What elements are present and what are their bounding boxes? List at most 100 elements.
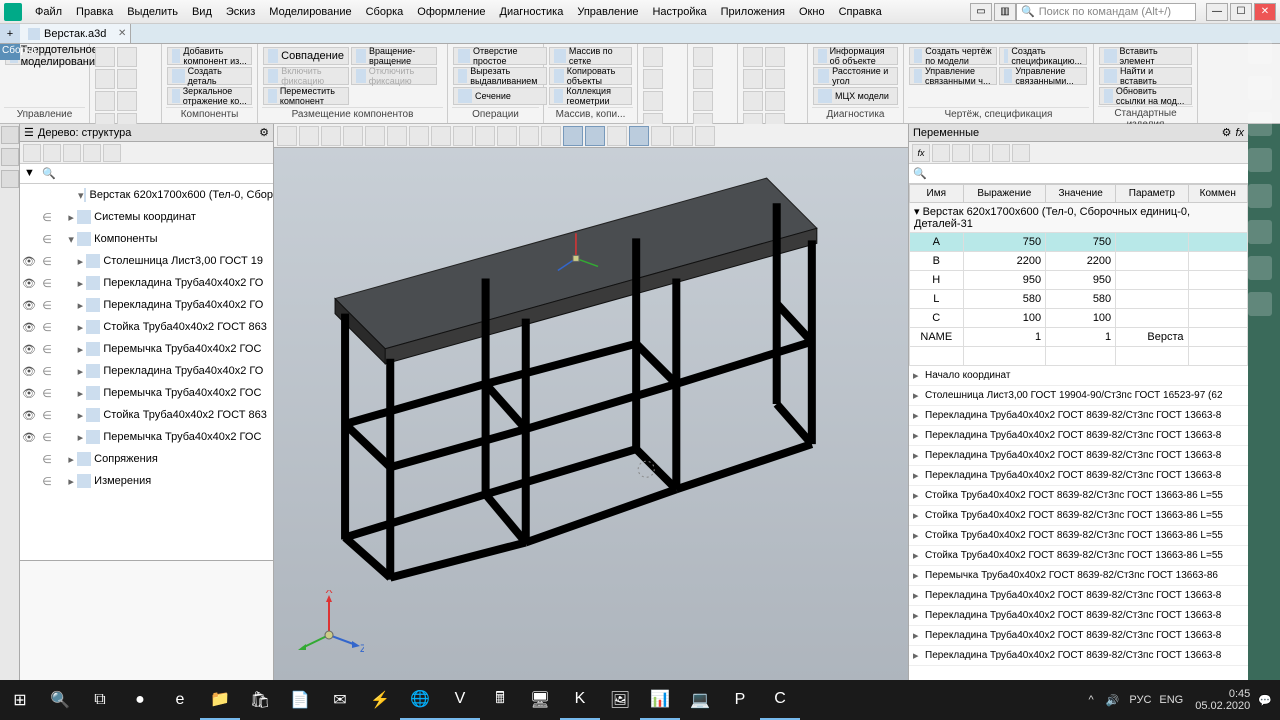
annot-btn[interactable] [765,69,785,89]
redo-btn[interactable] [117,91,137,111]
var-tool[interactable] [972,144,990,162]
layout-btn-2[interactable]: ▥ [994,3,1016,21]
vp-tool[interactable] [497,126,517,146]
menu-Управление[interactable]: Управление [570,3,645,21]
vp-tool[interactable] [409,126,429,146]
vp-tool[interactable] [277,126,297,146]
create-spec-btn[interactable]: Создать спецификацию... [999,47,1087,65]
part-section[interactable]: ▸ Перекладина Труба40х40х2 ГОСТ 8639-82/… [909,626,1248,646]
annot-btn[interactable] [765,91,785,111]
dim-btn[interactable] [693,47,713,67]
part-section[interactable]: ▸ Стойка Труба40х40х2 ГОСТ 8639-82/Ст3пс… [909,486,1248,506]
menu-Диагностика[interactable]: Диагностика [493,3,571,21]
lang-indicator[interactable]: РУС [1129,694,1151,706]
desktop-icon[interactable] [1248,256,1272,280]
variable-row[interactable]: NAME11Верста [910,328,1248,347]
taskbar-app[interactable]: e [160,680,200,720]
menu-Вид[interactable]: Вид [185,3,219,21]
tree-tool[interactable] [83,144,101,162]
find-insert-btn[interactable]: Найти и вставить [1099,67,1192,85]
tree-item[interactable]: 👁∈ ▸Стойка Труба40х40х2 ГОСТ 863 [20,316,273,338]
fx-icon[interactable]: fx [1235,127,1244,139]
tree-item[interactable]: ∈ ▸Сопряжения [20,448,273,470]
new-file-btn[interactable] [95,47,115,67]
refresh-links-btn[interactable]: Обновить ссылки на мод... [1099,87,1192,105]
tree-item[interactable]: 👁∈ ▸Перемычка Труба40х40х2 ГОС [20,338,273,360]
open-file-btn[interactable] [117,47,137,67]
tree-item[interactable]: ∈ ▸Системы координат [20,206,273,228]
part-section[interactable]: ▸ Начало координат [909,366,1248,386]
vp-tool[interactable] [365,126,385,146]
part-section[interactable]: ▸ Перекладина Труба40х40х2 ГОСТ 8639-82/… [909,646,1248,666]
vp-tool[interactable] [431,126,451,146]
tree-tool[interactable] [23,144,41,162]
taskbar-app[interactable]: 📄 [280,680,320,720]
annot-btn[interactable] [743,47,763,67]
menu-Справка[interactable]: Справка [832,3,889,21]
hole-btn[interactable]: Отверстие простое [453,47,547,65]
variable-row[interactable]: H950950 [910,271,1248,290]
variable-row[interactable]: B22002200 [910,252,1248,271]
lang-indicator[interactable]: ENG [1159,694,1183,706]
vp-tool[interactable] [519,126,539,146]
maximize-button[interactable]: ☐ [1230,3,1252,21]
tree-item[interactable]: 👁∈ ▸Перемычка Труба40х40х2 ГОС [20,426,273,448]
tree-item[interactable]: 👁∈ ▸Перекладина Труба40х40х2 ГО [20,360,273,382]
var-tool[interactable] [1012,144,1030,162]
info-btn[interactable]: Информация об объекте [813,47,898,65]
desktop-icon[interactable] [1248,76,1272,100]
taskbar-app[interactable]: 💻 [680,680,720,720]
create-part-btn[interactable]: Создать деталь [167,67,252,85]
tree-item[interactable]: 👁∈ ▸Перекладина Труба40х40х2 ГО [20,294,273,316]
notifications-icon[interactable]: 💬 [1258,694,1272,707]
close-button[interactable]: ✕ [1254,3,1276,21]
system-tray[interactable]: ^ 🔊 РУС ENG 0:45 05.02.2020 💬 [1074,688,1280,712]
part-section[interactable]: ▸ Стойка Труба40х40х2 ГОСТ 8639-82/Ст3пс… [909,546,1248,566]
taskbar-app[interactable]: ✉ [320,680,360,720]
part-section[interactable]: ▸ Перекладина Труба40х40х2 ГОСТ 8639-82/… [909,586,1248,606]
var-tool[interactable] [952,144,970,162]
tree-item[interactable]: 👁∈ ▸Перекладина Труба40х40х2 ГО [20,272,273,294]
model-area[interactable]: X Z [274,148,908,680]
part-section[interactable]: ▸ Стойка Труба40х40х2 ГОСТ 8639-82/Ст3пс… [909,526,1248,546]
menu-Моделирование[interactable]: Моделирование [262,3,358,21]
menu-Окно[interactable]: Окно [792,3,832,21]
add-component-btn[interactable]: Добавить компонент из... [167,47,252,65]
pattern-btn[interactable]: Массив по сетке [549,47,632,65]
aux-btn[interactable] [643,69,663,89]
vp-tool[interactable] [387,126,407,146]
taskbar-app[interactable]: ⚡ [360,680,400,720]
annot-btn[interactable] [743,91,763,111]
vp-tool[interactable] [475,126,495,146]
vp-tool[interactable] [585,126,605,146]
vp-tool[interactable] [541,126,561,146]
start-button[interactable]: ⊞ [0,680,40,720]
taskbar-app[interactable]: 🖼 [600,680,640,720]
taskbar-app[interactable]: ● [120,680,160,720]
var-tool[interactable] [932,144,950,162]
desktop-icon[interactable] [1248,220,1272,244]
menu-Правка[interactable]: Правка [69,3,120,21]
mirror-btn[interactable]: Зеркальное отражение ко... [167,87,252,105]
cut-extrude-btn[interactable]: Вырезать выдавливанием [453,67,547,85]
tree-item[interactable]: 👁∈ ▸Перемычка Труба40х40х2 ГОС [20,382,273,404]
vp-tool[interactable] [299,126,319,146]
tray-icon[interactable]: 🔊 [1106,694,1120,707]
mcx-btn[interactable]: MЦХ модели [813,87,898,105]
minimize-button[interactable]: — [1206,3,1228,21]
tree-item[interactable]: ∈ ▸Измерения [20,470,273,492]
tree-item[interactable]: ∈ ▾Компоненты [20,228,273,250]
menu-Приложения[interactable]: Приложения [714,3,792,21]
search-button[interactable]: 🔍 [40,680,80,720]
menu-Оформление[interactable]: Оформление [410,3,492,21]
gear-icon[interactable]: ⚙ [259,126,269,139]
taskbar-app[interactable]: P [720,680,760,720]
save-file-btn[interactable] [95,69,115,89]
new-tab-button[interactable]: + [0,24,20,43]
tray-icon[interactable]: ^ [1088,694,1093,706]
insert-element-btn[interactable]: Вставить элемент [1099,47,1192,65]
dim-btn[interactable] [693,69,713,89]
layout-btn-1[interactable]: ▭ [970,3,992,21]
rotation-btn[interactable]: Вращение-вращение [351,47,437,65]
dim-btn[interactable] [693,91,713,111]
